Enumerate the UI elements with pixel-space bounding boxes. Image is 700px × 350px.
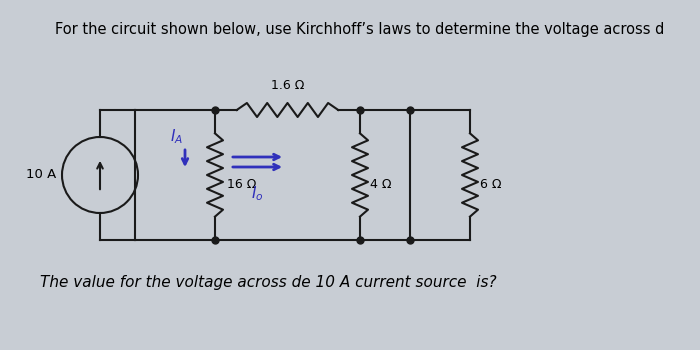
Text: The value for the voltage across de 10 A current source  is?: The value for the voltage across de 10 A…: [40, 275, 496, 290]
Text: For the circuit shown below, use Kirchhoff’s laws to determine the voltage acros: For the circuit shown below, use Kirchho…: [55, 22, 664, 37]
Text: 10 A: 10 A: [26, 168, 56, 182]
Text: 16 Ω: 16 Ω: [227, 178, 256, 191]
Text: 6 Ω: 6 Ω: [480, 178, 501, 191]
Text: $I_o$: $I_o$: [251, 184, 264, 203]
Text: 1.6 Ω: 1.6 Ω: [271, 79, 304, 92]
Text: $I_A$: $I_A$: [171, 128, 183, 146]
Text: 4 Ω: 4 Ω: [370, 178, 391, 191]
